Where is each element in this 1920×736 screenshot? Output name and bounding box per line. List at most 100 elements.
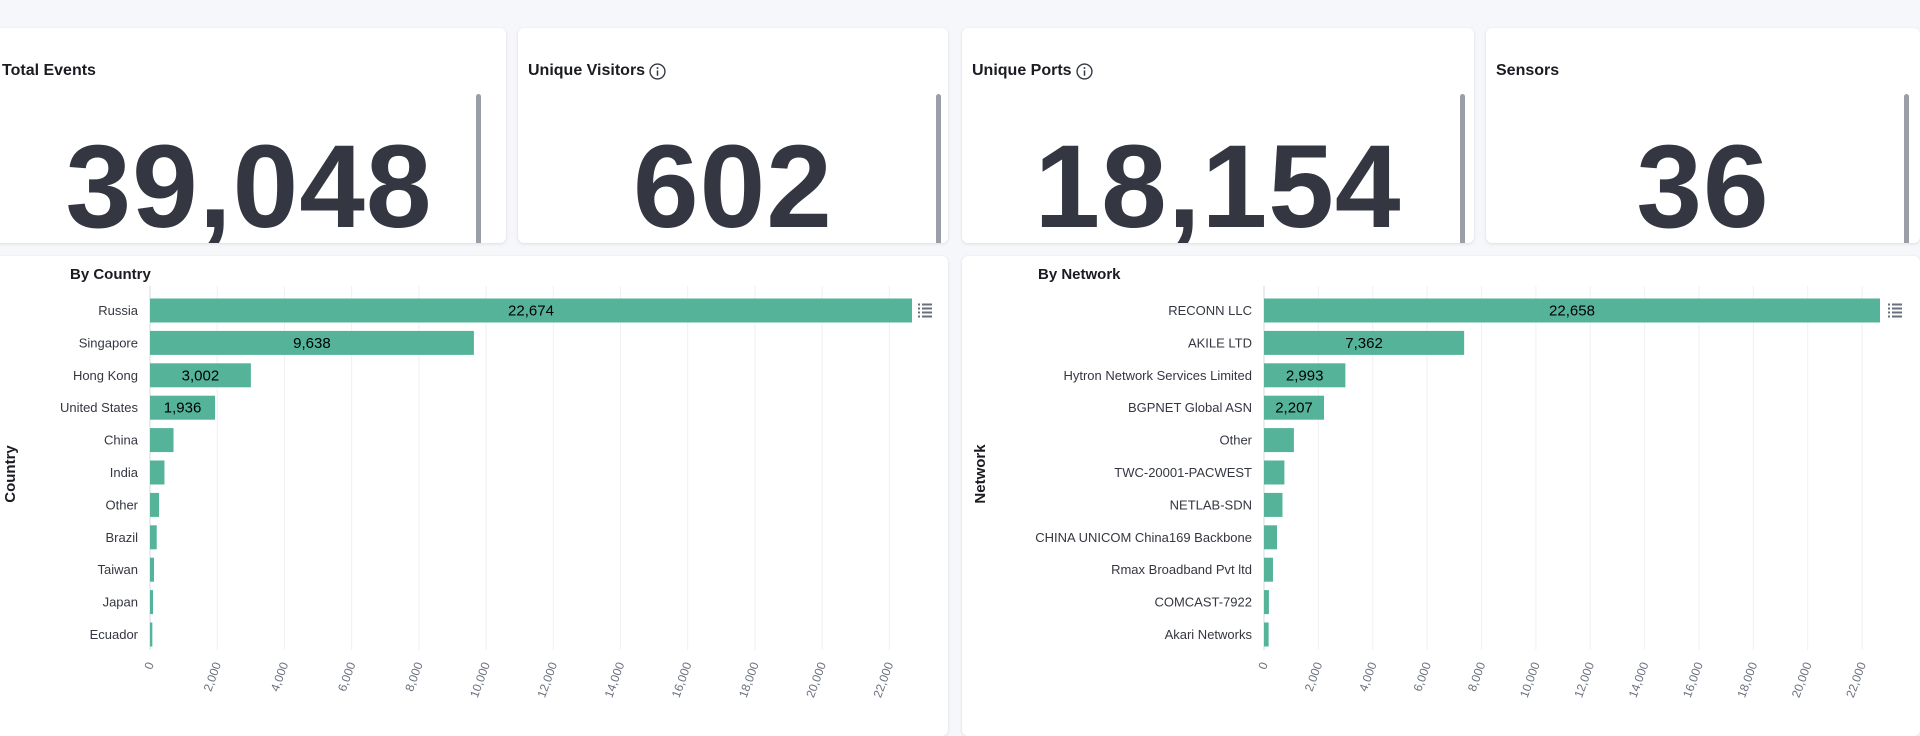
y-axis-label: Country (2, 445, 19, 503)
x-tick-label: 20,000 (1789, 660, 1815, 700)
x-tick-label: 14,000 (1626, 660, 1652, 700)
metric-title: Total Events (2, 62, 96, 80)
category-label: Russia (98, 303, 139, 318)
bar[interactable] (150, 395, 216, 420)
category-label: CHINA UNICOM China169 Backbone (1035, 530, 1252, 545)
category-label: Ecuador (90, 627, 139, 642)
x-tick-label: 2,000 (1302, 660, 1326, 693)
bar[interactable] (1264, 460, 1285, 485)
category-label: Other (105, 497, 138, 512)
x-tick-label: 10,000 (467, 660, 493, 700)
bar-chart-by-network: By Network Network 0 2,000 4,000 6,000 8,000 10… (972, 266, 1902, 700)
bar[interactable] (1264, 492, 1283, 517)
value-label: 9,638 (293, 335, 331, 352)
category-label: Akari Networks (1165, 627, 1253, 642)
category-label: Brazil (105, 530, 138, 545)
scrollbar[interactable] (1460, 94, 1465, 243)
x-tick-label: 20,000 (803, 660, 829, 700)
scrollbar[interactable] (476, 94, 481, 243)
metric-title: Sensors (1496, 62, 1559, 80)
value-label: 2,207 (1275, 400, 1313, 417)
metric-title: Unique Visitors (528, 62, 666, 80)
x-tick-label: 0 (1255, 660, 1271, 671)
bar[interactable] (150, 557, 155, 582)
bar[interactable] (1264, 525, 1278, 550)
bar[interactable] (1264, 363, 1346, 388)
scrollbar[interactable] (1904, 94, 1909, 243)
bar-chart-by-country: By Country Country 0 2,000 4,000 6,000 8,000 10… (2, 266, 932, 700)
bar[interactable] (1264, 590, 1269, 615)
category-label: Hong Kong (73, 368, 138, 383)
x-tick-label: 0 (141, 660, 157, 671)
bar[interactable] (150, 428, 174, 453)
bar[interactable] (150, 363, 251, 388)
bar[interactable] (150, 330, 474, 355)
x-tick-label: 16,000 (669, 660, 695, 700)
bar[interactable] (1264, 428, 1294, 453)
x-tick-label: 6,000 (1411, 660, 1435, 693)
bar[interactable] (1264, 395, 1325, 420)
x-tick-label: 18,000 (736, 660, 762, 700)
metric-title-text: Unique Visitors (528, 62, 646, 79)
bar[interactable] (1264, 557, 1273, 582)
bar[interactable] (150, 492, 160, 517)
category-label: Singapore (79, 335, 138, 350)
info-icon[interactable] (1075, 62, 1093, 80)
metric-title: Unique Ports (972, 62, 1093, 80)
category-label: India (110, 465, 139, 480)
info-icon[interactable] (649, 62, 666, 80)
category-label: COMCAST-7922 (1154, 595, 1252, 610)
x-tick-label: 2,000 (201, 660, 225, 693)
x-tick-label: 8,000 (1465, 660, 1489, 693)
metric-title-text: Total Events (2, 62, 96, 79)
value-label: 3,002 (182, 367, 220, 384)
metric-value: 39,048 (65, 121, 433, 243)
category-label: United States (60, 400, 139, 415)
x-tick-label: 4,000 (268, 660, 292, 693)
category-label: Rmax Broadband Pvt ltd (1111, 562, 1252, 577)
value-label: 1,936 (164, 400, 202, 417)
legend-toggle-icon[interactable] (918, 303, 932, 318)
x-tick-label: 10,000 (1517, 660, 1543, 700)
bar[interactable] (1264, 298, 1880, 323)
x-tick-label: 22,000 (870, 660, 896, 700)
category-label: RECONN LLC (1168, 303, 1252, 318)
metric-value: 18,154 (1034, 121, 1402, 243)
bar[interactable] (150, 460, 165, 485)
category-label: Japan (103, 595, 138, 610)
value-label: 2,993 (1286, 367, 1324, 384)
x-tick-label: 4,000 (1356, 660, 1380, 693)
bar[interactable] (150, 525, 157, 550)
x-tick-label: 18,000 (1734, 660, 1760, 700)
value-label: 22,658 (1549, 303, 1595, 320)
x-tick-label: 12,000 (1571, 660, 1597, 700)
metric-panel-unique-visitors: Unique Visitors 602 (518, 28, 948, 243)
bar[interactable] (150, 298, 912, 323)
value-label: 7,362 (1345, 335, 1383, 352)
bar[interactable] (1264, 330, 1465, 355)
metric-title-text: Sensors (1496, 62, 1560, 79)
x-tick-label: 8,000 (402, 660, 426, 693)
metric-panel-total-events: Total Events 39,048 (0, 28, 506, 243)
metric-panel-unique-ports: Unique Ports 18,154 (962, 28, 1474, 243)
metric-value: 36 (1636, 121, 1770, 243)
category-label: Hytron Network Services Limited (1063, 368, 1252, 383)
category-label: NETLAB-SDN (1170, 497, 1252, 512)
bar[interactable] (150, 622, 153, 647)
category-label: BGPNET Global ASN (1128, 400, 1252, 415)
scrollbar[interactable] (936, 94, 941, 243)
legend-toggle-icon[interactable] (1888, 303, 1902, 318)
bar[interactable] (150, 590, 154, 615)
metric-title-text: Unique Ports (972, 62, 1072, 79)
category-label: AKILE LTD (1188, 335, 1252, 350)
chart-title: By Country (70, 266, 151, 283)
chart-title: By Network (1038, 266, 1121, 283)
chart-panel-by-country: By Country Country 0 2,000 4,000 6,000 8,000 10… (0, 256, 948, 736)
category-label: Other (1219, 433, 1252, 448)
category-label: China (104, 433, 139, 448)
x-tick-label: 14,000 (602, 660, 628, 700)
category-label: TWC-20001-PACWEST (1114, 465, 1252, 480)
x-tick-label: 6,000 (335, 660, 359, 693)
x-tick-label: 16,000 (1680, 660, 1706, 700)
bar[interactable] (1264, 622, 1269, 647)
